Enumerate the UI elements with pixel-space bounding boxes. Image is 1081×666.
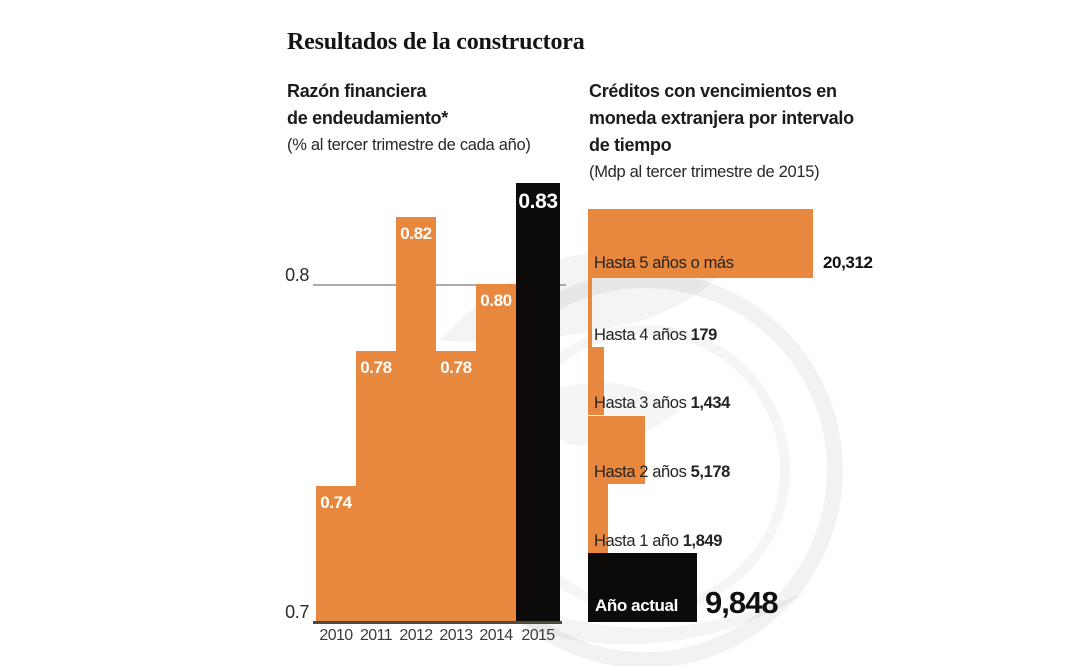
- page-title: Resultados de la constructora: [287, 29, 585, 55]
- bar-value-label: 0.74: [320, 493, 352, 512]
- y-tick-label: 0.8: [285, 265, 309, 285]
- gridline-0-8: [313, 284, 566, 286]
- band-row: Hasta 2 años 5,178: [588, 415, 1058, 485]
- hbar-5: [588, 484, 608, 554]
- category-label: Hasta 5 años o más: [594, 253, 734, 272]
- bar-2014: 0.80: [476, 284, 516, 621]
- x-tick-label-2013: 2013: [439, 627, 473, 644]
- bar-2012: 0.82: [396, 217, 436, 621]
- bar-value-label: 0.80: [480, 291, 512, 310]
- right-chart-title-line2: moneda extranjera por intervalo: [589, 108, 854, 128]
- category-label: Hasta 3 años 1,434: [594, 394, 730, 413]
- x-tick-label-2010: 2010: [319, 627, 353, 644]
- right-chart-title-line1: Créditos con vencimientos en: [589, 81, 837, 101]
- value-label: 5,178: [690, 463, 731, 482]
- bar-2010: 0.74: [316, 486, 356, 621]
- left-chart-title-line1: Razón financiera: [287, 81, 427, 101]
- bar-value-label: 0.82: [400, 224, 432, 243]
- left-chart-title-line2: de endeudamiento*: [287, 108, 448, 128]
- band-row: Hasta 3 años 1,434: [588, 346, 1058, 416]
- hbar-2: [588, 277, 592, 347]
- left-chart-subtitle: (% al tercer trimestre de cada año): [287, 136, 531, 154]
- y-tick-label: 0.7: [285, 602, 309, 622]
- value-label: 1,434: [690, 394, 731, 413]
- value-label: 1,849: [682, 532, 723, 551]
- category-label: Hasta 1 año 1,849: [594, 532, 723, 551]
- left-chart-header: Razón financiera de endeudamiento* (% al…: [287, 78, 531, 158]
- x-tick-label-2014: 2014: [479, 627, 513, 644]
- category-label: Hasta 4 años 179: [594, 325, 718, 344]
- band-row: Hasta 1 año 1,849: [588, 484, 1058, 554]
- hbar-6: [588, 553, 697, 622]
- x-tick-label-2012: 2012: [399, 627, 433, 644]
- bar-2011: 0.78: [356, 351, 396, 621]
- category-label: Año actual: [595, 595, 678, 615]
- value-label: 20,312: [823, 252, 873, 272]
- x-tick-label-2015: 2015: [521, 627, 555, 644]
- bar-value-label: 0.78: [360, 358, 392, 377]
- category-label: Hasta 2 años 5,178: [594, 463, 730, 482]
- bar-value-label: 0.83: [518, 190, 558, 213]
- bar-2013: 0.78: [436, 351, 476, 621]
- bar-value-label: 0.78: [440, 358, 472, 377]
- right-chart-title-line3: de tiempo: [589, 135, 672, 155]
- right-chart-header: Créditos con vencimientos en moneda extr…: [589, 78, 854, 185]
- hbar-3: [588, 346, 604, 416]
- x-tick-label-2011: 2011: [359, 627, 393, 644]
- value-label: 179: [690, 325, 718, 344]
- right-chart-subtitle: (Mdp al tercer trimestre de 2015): [589, 163, 820, 181]
- hbar-4: [588, 415, 645, 485]
- hbar-1: [588, 209, 813, 278]
- bar-2015: 0.83: [516, 183, 560, 621]
- band-row: Hasta 5 años o más 20,312: [588, 209, 1058, 278]
- band-row: Año actual 9,848: [588, 553, 1058, 622]
- value-label-current-year: 9,848: [705, 584, 779, 620]
- band-row: Hasta 4 años 179: [588, 277, 1058, 347]
- x-axis-baseline: [313, 621, 562, 624]
